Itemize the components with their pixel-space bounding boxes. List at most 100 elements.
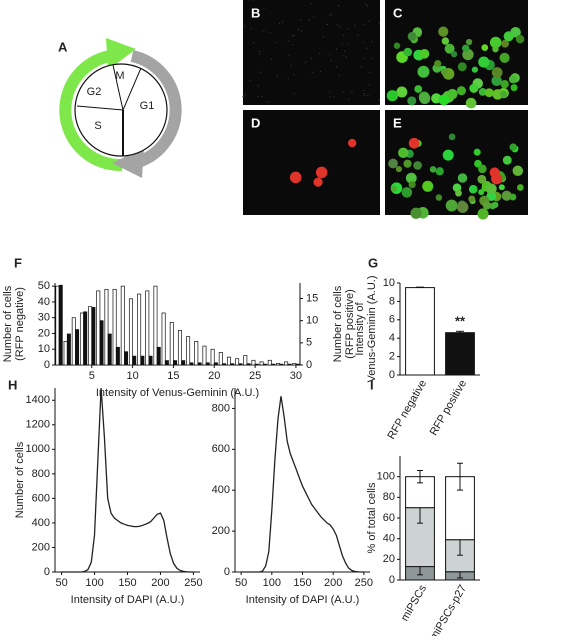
y-tick-label: 10	[38, 343, 50, 355]
green-cell	[410, 207, 422, 219]
green-cell	[478, 189, 485, 196]
bar	[124, 351, 129, 366]
line	[61, 387, 194, 573]
x-tick-label: RFP positive	[428, 378, 469, 438]
noise	[347, 43, 349, 45]
bar	[145, 290, 150, 366]
micrograph: E	[385, 110, 528, 220]
y-tick-label: 0	[224, 566, 230, 578]
green-cell	[492, 201, 499, 208]
divider	[122, 67, 142, 111]
y-tick-label: 600	[212, 443, 230, 455]
green-cell	[395, 165, 403, 173]
bar	[173, 360, 178, 366]
green-cell	[469, 83, 479, 93]
y-tick-label: 200	[212, 525, 230, 537]
green-cell	[468, 195, 476, 203]
bar	[287, 363, 292, 366]
axis-label: % of total cells	[366, 482, 378, 553]
noise	[271, 58, 273, 60]
green-cell	[498, 184, 505, 191]
image-background	[243, 110, 380, 215]
green-cell	[516, 184, 524, 191]
noise	[319, 52, 321, 55]
bar	[132, 355, 137, 366]
y2-tick-label: 10	[306, 315, 318, 327]
bar	[153, 285, 158, 366]
green-cell	[401, 187, 413, 198]
noise	[330, 60, 332, 62]
noise	[329, 96, 331, 98]
y-tick-label: 800	[32, 468, 50, 480]
green-cell	[509, 143, 517, 151]
x-tick-label: 15	[167, 370, 179, 382]
bar	[104, 288, 109, 366]
bar	[197, 362, 202, 366]
phase-label: M	[115, 70, 124, 82]
noise	[274, 41, 276, 44]
noise	[257, 85, 259, 87]
x-tick-label: 25	[249, 370, 261, 382]
noise	[343, 34, 345, 36]
noise	[336, 24, 338, 26]
axis-label: Number of cells	[2, 285, 14, 362]
green-cell	[471, 66, 478, 73]
green-cell	[413, 161, 422, 170]
phase-label: G1	[140, 100, 155, 112]
green-cell	[456, 86, 466, 96]
noise	[368, 84, 370, 86]
gray-arc	[130, 50, 182, 168]
bar	[181, 360, 186, 366]
noise	[293, 93, 295, 95]
noise	[364, 3, 366, 5]
green-cell	[462, 44, 470, 52]
bar	[222, 363, 227, 366]
bar	[112, 288, 117, 366]
noise	[377, 103, 379, 105]
noise	[370, 57, 373, 60]
green-cell	[445, 199, 458, 212]
green-cell	[414, 85, 423, 93]
bar	[271, 363, 276, 366]
noise	[257, 95, 259, 98]
noise	[252, 0, 255, 1]
axis-label: (RFP positive)	[344, 289, 356, 358]
y-tick-label: 20	[383, 553, 395, 565]
bar	[71, 317, 76, 366]
x-tick-label: 250	[184, 577, 202, 589]
noise	[297, 29, 300, 31]
green-cell	[501, 39, 509, 48]
noise	[312, 16, 315, 18]
bar	[189, 362, 194, 366]
bar	[254, 363, 259, 366]
noise	[378, 22, 381, 24]
noise	[322, 36, 324, 38]
x-tick-label: 150	[118, 577, 136, 589]
bar	[445, 332, 475, 376]
panel-label: C	[393, 5, 403, 20]
green-cell	[452, 183, 462, 192]
green-cell	[386, 90, 398, 102]
y-tick-label: 6	[389, 314, 395, 326]
noise	[326, 23, 329, 25]
green-cell	[489, 36, 502, 49]
green-cell	[501, 190, 512, 201]
noise	[261, 96, 263, 98]
noise	[263, 7, 265, 9]
noise	[366, 5, 369, 7]
noise	[310, 2, 312, 5]
bar	[91, 307, 96, 366]
green-cell	[403, 47, 413, 57]
bar	[246, 363, 251, 366]
y-tick-label: 1000	[26, 443, 50, 455]
y-tick-label: 1400	[26, 394, 50, 406]
green-cell	[399, 148, 406, 156]
noise	[293, 34, 295, 36]
green-cell	[515, 34, 525, 44]
x-tick-label: 250	[355, 577, 373, 589]
noise	[363, 58, 366, 60]
x-tick-label: 150	[293, 577, 311, 589]
green-cell	[502, 155, 512, 165]
phase-label: S	[94, 120, 101, 132]
noise	[268, 101, 270, 103]
